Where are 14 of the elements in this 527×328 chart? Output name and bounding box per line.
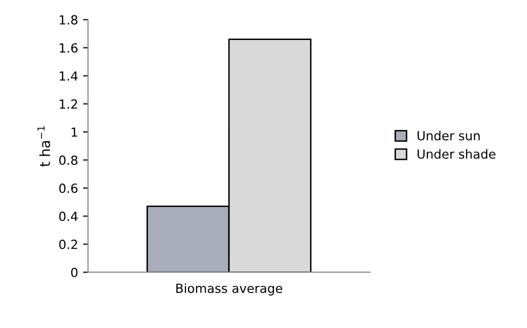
y-tick-label: 0 [71, 268, 78, 278]
legend-label: Under shade [418, 149, 496, 159]
y-tick-label: 0.8 [59, 155, 78, 165]
y-tick-label: 1.6 [60, 43, 78, 53]
y-tick-label: 0.4 [59, 212, 78, 222]
y-tick-label: 1.4 [60, 71, 78, 81]
y-tick-label: 1.2 [60, 99, 78, 109]
y-tick-label: 1 [72, 128, 78, 137]
y-tick-label: 0.2 [59, 240, 78, 250]
y-tick-label: 1.8 [60, 15, 78, 25]
y-axis-title: t ha$^{−1}$ [37, 126, 50, 167]
legend-label: Under sun [418, 130, 480, 140]
x-tick-label: Biomass average [176, 283, 282, 296]
y-tick-label: 0.6 [59, 184, 78, 193]
